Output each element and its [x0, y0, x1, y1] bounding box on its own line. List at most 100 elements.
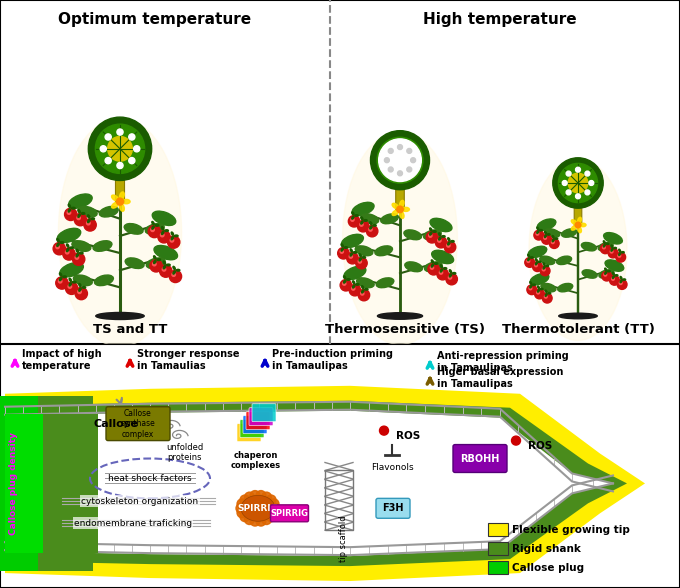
Circle shape	[348, 216, 360, 227]
Ellipse shape	[157, 259, 160, 260]
Circle shape	[534, 264, 537, 266]
FancyBboxPatch shape	[249, 407, 273, 426]
Ellipse shape	[124, 223, 143, 234]
Ellipse shape	[176, 269, 180, 271]
Circle shape	[160, 265, 172, 278]
FancyBboxPatch shape	[106, 407, 170, 440]
Ellipse shape	[529, 159, 627, 340]
Ellipse shape	[362, 286, 364, 289]
Ellipse shape	[562, 229, 577, 237]
Ellipse shape	[432, 230, 436, 232]
Circle shape	[266, 495, 276, 505]
Circle shape	[172, 273, 175, 276]
Ellipse shape	[435, 263, 438, 265]
Circle shape	[250, 490, 260, 500]
Ellipse shape	[120, 192, 124, 199]
Circle shape	[340, 279, 352, 291]
Ellipse shape	[430, 218, 452, 232]
Ellipse shape	[539, 229, 542, 231]
Ellipse shape	[167, 264, 170, 266]
Circle shape	[148, 225, 160, 238]
Ellipse shape	[354, 252, 356, 253]
Bar	[488, 523, 508, 536]
Circle shape	[566, 190, 571, 195]
Circle shape	[585, 190, 590, 195]
Ellipse shape	[364, 220, 367, 221]
Ellipse shape	[615, 275, 618, 276]
Ellipse shape	[571, 220, 577, 225]
Ellipse shape	[361, 217, 363, 220]
Circle shape	[56, 277, 68, 289]
Circle shape	[437, 269, 448, 280]
Text: Thermosensitive (TS): Thermosensitive (TS)	[325, 323, 485, 336]
Ellipse shape	[162, 231, 164, 235]
Ellipse shape	[359, 258, 361, 261]
FancyBboxPatch shape	[237, 424, 261, 442]
Ellipse shape	[530, 257, 533, 258]
Circle shape	[541, 235, 551, 244]
Circle shape	[589, 181, 594, 185]
Circle shape	[367, 225, 378, 237]
Ellipse shape	[78, 214, 80, 218]
Ellipse shape	[99, 206, 118, 217]
Ellipse shape	[112, 195, 118, 201]
Circle shape	[240, 495, 250, 505]
Polygon shape	[5, 386, 645, 581]
Text: High temperature: High temperature	[423, 12, 577, 27]
Circle shape	[407, 167, 411, 172]
Ellipse shape	[606, 243, 609, 245]
Ellipse shape	[88, 215, 90, 218]
FancyBboxPatch shape	[243, 416, 267, 433]
Ellipse shape	[613, 272, 614, 275]
Ellipse shape	[344, 247, 347, 248]
Ellipse shape	[362, 256, 366, 258]
Circle shape	[543, 268, 545, 271]
Ellipse shape	[120, 203, 124, 211]
Text: Impact of high
temperature: Impact of high temperature	[22, 349, 101, 370]
Ellipse shape	[432, 250, 454, 263]
Ellipse shape	[400, 211, 404, 218]
Ellipse shape	[619, 253, 621, 255]
Ellipse shape	[537, 219, 556, 230]
Ellipse shape	[154, 245, 177, 260]
Ellipse shape	[93, 240, 112, 251]
FancyBboxPatch shape	[116, 152, 124, 203]
Ellipse shape	[620, 280, 622, 283]
Ellipse shape	[443, 268, 447, 269]
Ellipse shape	[347, 279, 350, 280]
Circle shape	[73, 253, 85, 265]
Circle shape	[77, 216, 80, 220]
Ellipse shape	[162, 227, 164, 230]
Circle shape	[553, 158, 603, 208]
Ellipse shape	[370, 226, 372, 229]
Circle shape	[170, 239, 173, 242]
Ellipse shape	[78, 206, 97, 217]
Circle shape	[262, 492, 271, 502]
Circle shape	[134, 146, 140, 152]
Ellipse shape	[355, 215, 358, 216]
Text: SPIRRIG: SPIRRIG	[270, 509, 308, 518]
Text: Flexible growing tip: Flexible growing tip	[512, 524, 630, 534]
Ellipse shape	[341, 244, 343, 247]
Circle shape	[537, 291, 539, 294]
Circle shape	[585, 171, 590, 176]
Circle shape	[536, 232, 539, 235]
Circle shape	[358, 260, 362, 263]
Circle shape	[167, 236, 180, 248]
Ellipse shape	[125, 258, 144, 269]
Ellipse shape	[80, 252, 83, 254]
Ellipse shape	[343, 132, 458, 345]
Ellipse shape	[449, 274, 452, 277]
Ellipse shape	[603, 245, 605, 247]
Text: ROS: ROS	[396, 430, 420, 440]
Circle shape	[388, 167, 393, 172]
Ellipse shape	[447, 242, 450, 245]
Circle shape	[266, 512, 276, 522]
Ellipse shape	[535, 262, 537, 265]
Ellipse shape	[598, 242, 613, 251]
Circle shape	[379, 139, 422, 182]
Ellipse shape	[613, 276, 614, 279]
Ellipse shape	[146, 258, 165, 269]
Polygon shape	[5, 401, 627, 566]
Ellipse shape	[154, 256, 156, 259]
